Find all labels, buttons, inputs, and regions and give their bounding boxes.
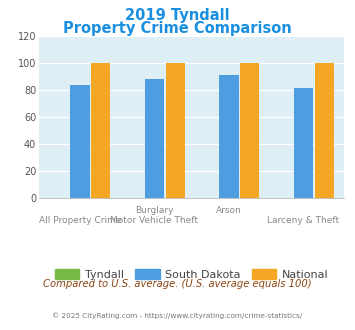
Bar [166, 63, 185, 198]
Bar [315, 63, 334, 198]
Bar [70, 85, 89, 198]
Text: © 2025 CityRating.com - https://www.cityrating.com/crime-statistics/: © 2025 CityRating.com - https://www.city… [53, 312, 302, 318]
Text: Property Crime Comparison: Property Crime Comparison [63, 21, 292, 36]
Bar [219, 75, 239, 198]
Legend: Tyndall, South Dakota, National: Tyndall, South Dakota, National [50, 265, 333, 285]
Text: Burglary: Burglary [135, 206, 174, 215]
Bar [91, 63, 110, 198]
Text: Larceny & Theft: Larceny & Theft [267, 216, 339, 225]
Bar [294, 87, 313, 198]
Text: Arson: Arson [216, 206, 242, 215]
Bar [240, 63, 260, 198]
Bar [145, 80, 164, 198]
Text: All Property Crime: All Property Crime [39, 216, 121, 225]
Text: Motor Vehicle Theft: Motor Vehicle Theft [110, 216, 198, 225]
Text: Compared to U.S. average. (U.S. average equals 100): Compared to U.S. average. (U.S. average … [43, 279, 312, 289]
Text: 2019 Tyndall: 2019 Tyndall [125, 8, 230, 23]
